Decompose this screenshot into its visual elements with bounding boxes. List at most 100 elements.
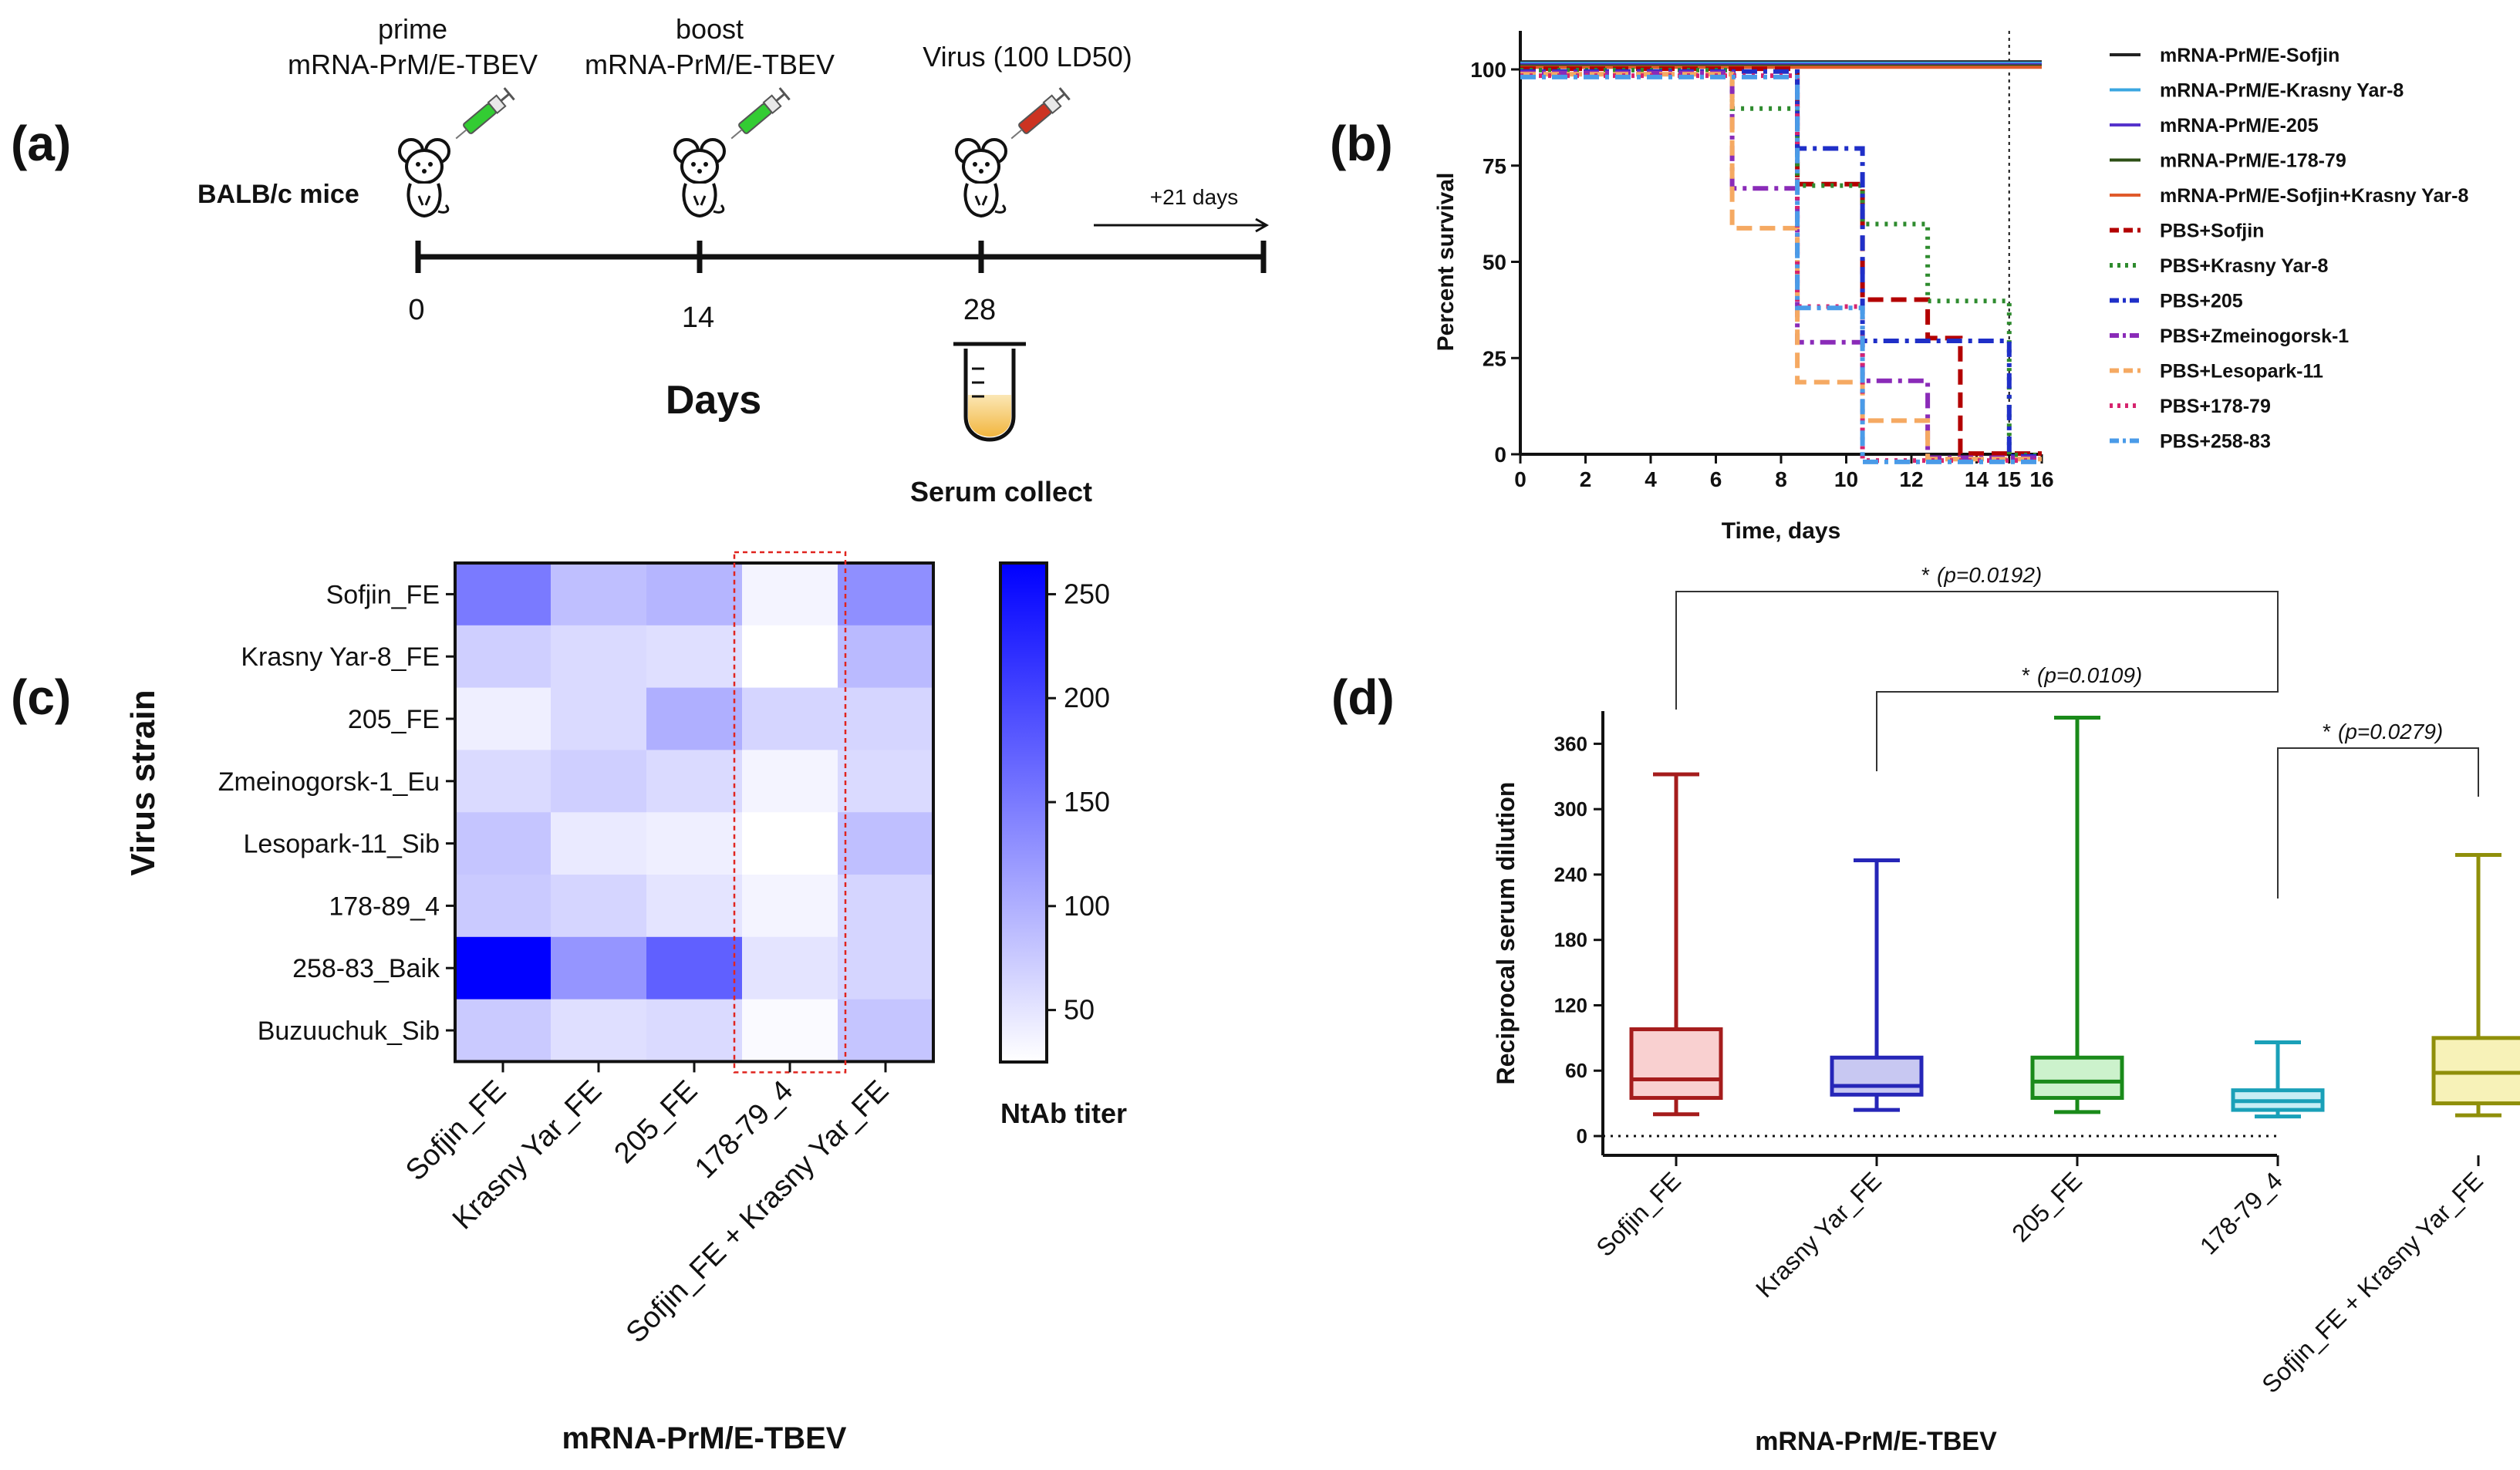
x-axis-label: mRNA-PrM/E-TBEV — [1755, 1427, 1997, 1456]
heatmap-cell — [742, 750, 838, 813]
significance-star: * — [2022, 663, 2030, 687]
panel-d: (d) 0 60 120 180 240 300 360 Sofjin_FE Krasny Ya… — [1331, 563, 2520, 1456]
panel-label-d: (d) — [1331, 669, 1395, 725]
day-tick-label: 0 — [408, 294, 424, 326]
colorbar-label: NtAb titer — [1000, 1097, 1127, 1129]
heatmap-cell — [455, 999, 552, 1062]
legend-entry: PBS+258-83 — [2160, 431, 2271, 453]
column-label: 205_FE — [609, 1074, 704, 1170]
arrowhead-icon — [1255, 217, 1270, 233]
significance-star: * — [1921, 563, 1930, 587]
prime-vaccine-label: mRNA-PrM/E-TBEV — [288, 49, 538, 80]
row-label: Zmeinogorsk-1_Eu — [218, 767, 440, 797]
x-tick-label: 178-79_4 — [2194, 1166, 2288, 1259]
mouse-icon — [398, 138, 450, 217]
legend-entry: mRNA-PrM/E-Sofjin+Krasny Yar-8 — [2160, 185, 2468, 207]
heatmap-cell — [551, 875, 647, 938]
heatmap-cell — [646, 812, 743, 875]
heatmap-cell — [838, 750, 934, 813]
row-label: 258-83_Baik — [292, 954, 440, 983]
heatmap-cell — [551, 999, 647, 1062]
row-label: Krasny Yar-8_FE — [241, 642, 440, 672]
box — [2431, 1036, 2520, 1106]
survival-curve — [1520, 66, 2042, 457]
heatmap-cell — [646, 563, 743, 626]
heatmap-cell — [646, 625, 743, 689]
days-axis-label: Days — [666, 378, 761, 423]
y-axis-label: Percent survival — [1433, 173, 1459, 352]
colorbar-tick-label: 150 — [1064, 786, 1110, 818]
x-tick-label: Sofjin_FE — [1591, 1166, 1686, 1262]
row-label: Sofjin_FE — [326, 580, 440, 609]
serum-collect-label: Serum collect — [910, 476, 1092, 507]
legend-entry: PBS+178-79 — [2160, 396, 2271, 417]
legend-entry: PBS+Zmeinogorsk-1 — [2160, 325, 2349, 347]
heatmap-cell — [742, 812, 838, 875]
row-label: Buzuuchuk_Sib — [258, 1017, 440, 1046]
heatmap-cell — [742, 687, 838, 750]
y-tick-label: 60 — [1565, 1059, 1587, 1082]
syringe-icon — [455, 87, 515, 140]
survival-axes: 0 25 50 75 100 0 2 4 6 8 10 12 14 15 16 Time, days Perce… — [1433, 31, 2054, 544]
significance-bracket — [1675, 591, 2279, 710]
y-tick-label: 240 — [1554, 863, 1587, 886]
heatmap-cell — [646, 999, 743, 1062]
legend-entry: mRNA-PrM/E-Krasny Yar-8 — [2160, 80, 2404, 102]
x-tick-label: Sofjin_FE + Krasny Yar_FE — [2256, 1166, 2488, 1398]
day-tick-label: 14 — [682, 302, 714, 334]
panel-c: (c) Sofjin_FE Krasny Yar-8_FE 205_FE Zmeino… — [11, 551, 1127, 1455]
heatmap-cell — [455, 875, 552, 938]
heatmap-cells — [454, 551, 935, 1074]
y-tick-label: 360 — [1554, 732, 1587, 755]
colorbar-tick-label: 100 — [1064, 890, 1110, 922]
row-label: 205_FE — [348, 705, 440, 734]
survival-curve — [1520, 74, 2042, 464]
heatmap-cell — [838, 812, 934, 875]
highlight-box — [733, 551, 847, 1074]
heatmap-cell — [838, 875, 934, 938]
survival-curve — [1520, 67, 2042, 457]
x-tick-label: 6 — [1710, 467, 1722, 491]
legend-entry: PBS+Krasny Yar-8 — [2160, 255, 2329, 277]
boxplot-boxes — [1629, 715, 2520, 1119]
panel-a: (a) prime mRNA-PrM/E-TBEV boost mRNA-PrM… — [11, 13, 1270, 507]
survival-curve — [1520, 70, 2042, 460]
x-axis-label: mRNA-PrM/E-TBEV — [562, 1421, 847, 1455]
heatmap-cell — [838, 999, 934, 1062]
box — [2030, 1055, 2124, 1101]
legend-entry: mRNA-PrM/E-205 — [2160, 115, 2319, 137]
heatmap-cell — [455, 687, 552, 750]
prime-label: prime — [378, 13, 447, 45]
x-tick-label: 8 — [1775, 467, 1787, 491]
significance-brackets: * (p=0.0192) * (p=0.0109) * (p=0.0279) — [1675, 563, 2479, 899]
mouse-icon — [673, 138, 726, 217]
survival-legend: mRNA-PrM/E-Sofjin mRNA-PrM/E-Krasny Yar-8… — [2110, 45, 2468, 453]
heatmap-cell — [742, 875, 838, 938]
heatmap-cell — [455, 563, 552, 626]
syringe-icon — [730, 87, 791, 140]
heatmap-cell — [551, 625, 647, 689]
boost-vaccine-label: mRNA-PrM/E-TBEV — [585, 49, 835, 80]
y-axis-label: Virus strain — [124, 689, 162, 875]
survival-curves — [1520, 60, 2042, 464]
x-tick-label: 205_FE — [2006, 1166, 2087, 1247]
heatmap-cell — [646, 687, 743, 750]
legend-entry: mRNA-PrM/E-178-79 — [2160, 150, 2346, 172]
colorbar-tick-label: 200 — [1064, 682, 1110, 713]
y-tick-label: 120 — [1554, 993, 1587, 1017]
x-tick-label: Krasny Yar_FE — [1750, 1166, 1887, 1303]
followup-label: +21 days — [1150, 185, 1238, 209]
y-axis-label: Reciprocal serum dilution — [1492, 782, 1520, 1085]
significance-star: * — [2323, 720, 2331, 743]
significance-bracket — [2277, 747, 2479, 899]
legend-entry: mRNA-PrM/E-Sofjin — [2160, 45, 2340, 66]
heatmap-cell — [742, 999, 838, 1062]
x-tick-label: 4 — [1645, 467, 1657, 491]
heatmap-cell — [838, 687, 934, 750]
heatmap-cell — [742, 563, 838, 626]
y-tick-label: 75 — [1483, 154, 1506, 178]
survival-curve — [1520, 72, 2042, 462]
heatmap-cell — [838, 563, 934, 626]
row-label: Lesopark-11_Sib — [243, 830, 440, 859]
